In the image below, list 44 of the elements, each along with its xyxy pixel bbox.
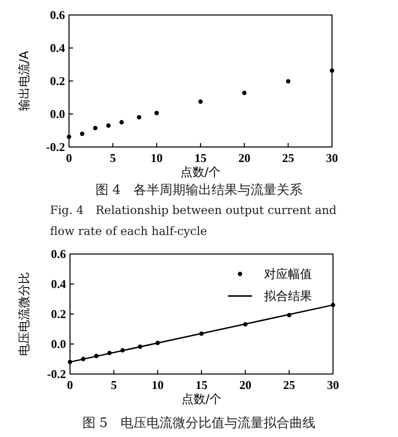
x-tick-label: 25 xyxy=(282,151,294,165)
point xyxy=(286,79,290,84)
y-tick-label: 0.2 xyxy=(50,74,65,88)
x-tick-label: 30 xyxy=(326,151,338,165)
x-tick-label: 10 xyxy=(152,378,164,392)
caption: 图 4 各半周期输出结果与流量关系 xyxy=(94,182,304,200)
point xyxy=(93,126,98,130)
point xyxy=(154,110,159,116)
x-tick-label: 5 xyxy=(110,378,117,392)
point xyxy=(136,115,142,120)
point xyxy=(198,99,203,104)
x-tick-label: 0 xyxy=(66,151,72,165)
caption: 图 5 电压电流微分比值与流量拟合曲线 xyxy=(81,415,317,433)
y-tick-label: 0.6 xyxy=(51,247,66,261)
x-tick-label: 10 xyxy=(150,151,163,165)
y-tick-label: 0.6 xyxy=(50,8,65,22)
y-tick-label: 0.2 xyxy=(51,307,66,321)
y-tick-label: -0.2 xyxy=(47,367,66,381)
y-tick-label: 0.4 xyxy=(50,41,65,55)
x-tick-label: 30 xyxy=(327,378,339,392)
legend-label: 拟合结果 xyxy=(264,289,312,303)
point xyxy=(80,132,84,136)
x-tick-label: 20 xyxy=(239,378,252,392)
point xyxy=(66,134,72,139)
point xyxy=(106,123,111,128)
y-axis-title: 输出电流/A xyxy=(17,50,31,112)
x-tick-label: 15 xyxy=(194,151,206,165)
x-axis-title: 点数/个 xyxy=(181,392,222,406)
x-tick-label: 25 xyxy=(283,378,296,392)
y-tick-label: 0.0 xyxy=(50,107,65,121)
y-tick-label: 0.4 xyxy=(51,277,66,291)
point xyxy=(330,68,334,73)
point xyxy=(242,90,247,96)
legend-label: 对应幅值 xyxy=(264,267,312,281)
caption: Fig. 4 Relationship between output current and flow rate of each half-cycle xyxy=(50,202,338,240)
x-axis-title: 点数/个 xyxy=(180,165,221,179)
y-tick-label: 0.0 xyxy=(51,337,66,351)
y-tick-label: -0.2 xyxy=(46,140,65,154)
x-tick-label: 5 xyxy=(110,151,116,165)
point xyxy=(119,120,124,124)
y-axis-title: 电压电流微分比 xyxy=(17,272,31,356)
x-tick-label: 15 xyxy=(196,378,208,392)
x-tick-label: 20 xyxy=(238,151,250,165)
x-tick-label: 0 xyxy=(67,378,73,392)
